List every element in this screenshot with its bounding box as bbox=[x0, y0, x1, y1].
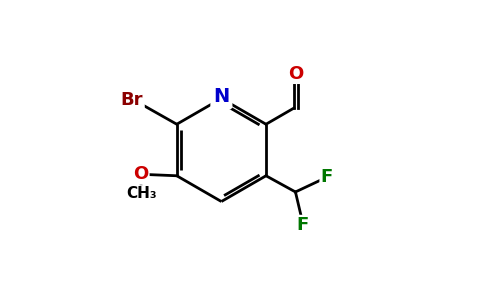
Text: O: O bbox=[133, 165, 148, 183]
Text: F: F bbox=[297, 216, 309, 234]
Text: O: O bbox=[288, 64, 303, 82]
Text: F: F bbox=[321, 168, 333, 186]
Text: CH₃: CH₃ bbox=[127, 186, 157, 201]
Text: Br: Br bbox=[121, 91, 143, 109]
Text: N: N bbox=[213, 88, 229, 106]
